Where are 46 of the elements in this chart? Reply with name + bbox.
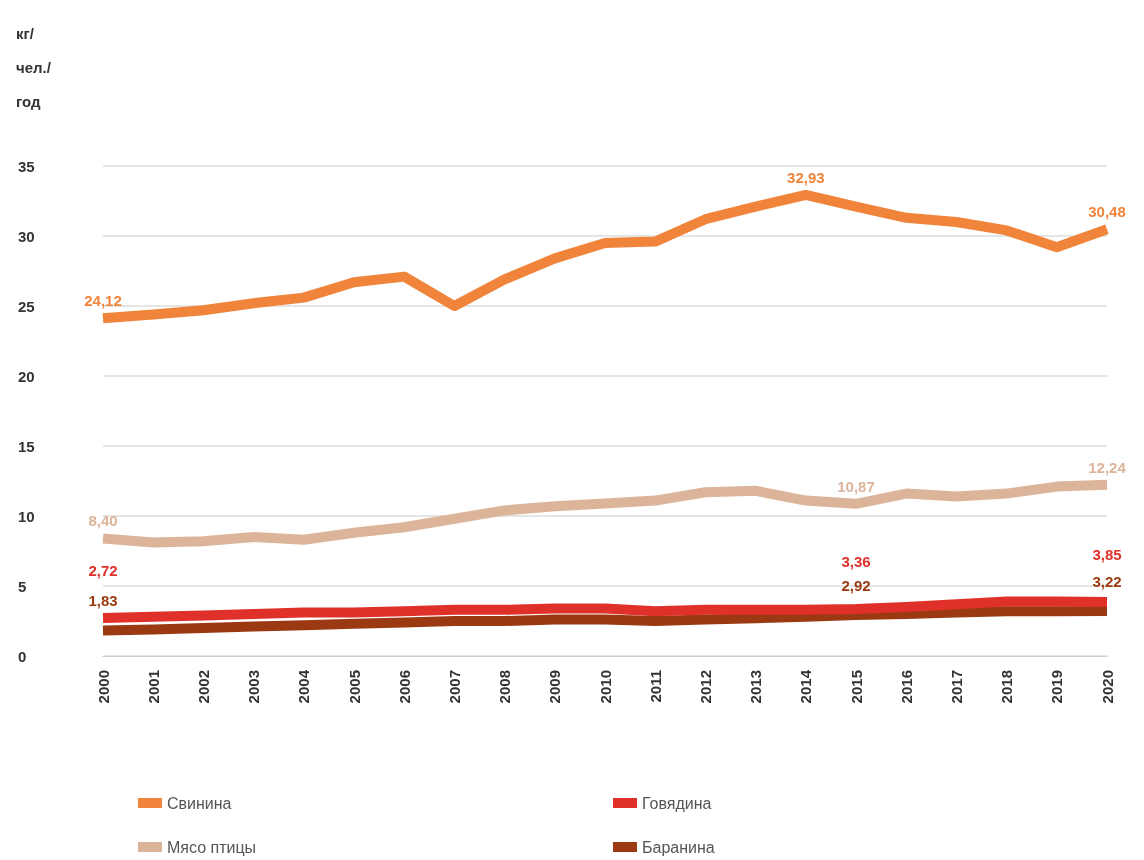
data-label: 8,40 [88, 512, 118, 530]
data-label: 10,87 [837, 477, 875, 495]
y-tick-label: 15 [18, 437, 35, 455]
x-tick-label: 2007 [445, 670, 463, 704]
x-tick-label: 2009 [546, 670, 564, 704]
legend-label: Баранина [642, 838, 715, 856]
x-tick-label: 2000 [94, 670, 112, 704]
x-tick-label: 2016 [897, 670, 915, 704]
x-tick-label: 2013 [747, 670, 765, 704]
y-tick-label: 25 [18, 297, 35, 315]
data-label: 32,93 [787, 168, 825, 186]
x-tick-label: 2005 [345, 670, 363, 704]
x-tick-label: 2015 [847, 670, 865, 704]
x-tick-label: 2002 [194, 670, 212, 704]
x-tick-label: 2017 [947, 670, 965, 704]
x-tick-label: 2004 [295, 669, 313, 704]
legend-label: Свинина [167, 794, 232, 812]
y-tick-label: 20 [18, 367, 35, 385]
y-tick-label: 5 [18, 577, 27, 595]
data-label: 12,24 [1088, 458, 1127, 476]
x-tick-label: 2001 [144, 670, 162, 704]
y-tick-label: 0 [18, 647, 27, 665]
y-tick-label: 35 [18, 157, 35, 175]
y-tick-label: 10 [18, 507, 35, 525]
x-tick-label: 2011 [646, 670, 664, 703]
x-tick-label: 2012 [696, 670, 714, 704]
x-tick-label: 2018 [998, 670, 1016, 704]
legend-label: Говядина [642, 794, 712, 812]
legend-label: Мясо птицы [167, 838, 257, 856]
x-tick-label: 2003 [245, 670, 263, 704]
data-label: 1,83 [88, 592, 118, 610]
data-label: 3,36 [841, 552, 871, 570]
x-tick-label: 2014 [797, 669, 815, 704]
data-label: 2,72 [88, 561, 118, 579]
x-tick-label: 2010 [596, 670, 614, 704]
data-label: 24,12 [84, 292, 122, 310]
x-tick-label: 2006 [395, 670, 413, 704]
data-label: 30,48 [1088, 203, 1126, 221]
data-label: 2,92 [841, 577, 871, 595]
data-label: 3,85 [1092, 546, 1122, 564]
y-tick-label: 30 [18, 227, 35, 245]
x-tick-label: 2020 [1098, 670, 1116, 704]
x-tick-label: 2019 [1048, 670, 1066, 704]
y-axis-title: кг/ чел./ год [16, 24, 52, 110]
data-label: 3,22 [1092, 572, 1122, 590]
x-tick-label: 2008 [496, 670, 514, 704]
